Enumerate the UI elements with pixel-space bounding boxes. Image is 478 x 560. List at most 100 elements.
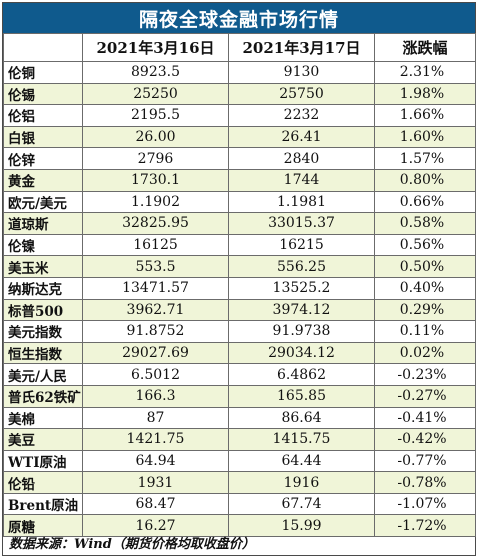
table-row: 伦镍 16125 16215 0.56% xyxy=(3,233,476,257)
value-date-1-cell: 25250 xyxy=(82,82,229,106)
value-date-2-cell: 15.99 xyxy=(228,514,375,538)
market-table: 2021年3月16日 2021年3月17日 涨跌幅 伦铜 8923.5 9130 2.… xyxy=(3,33,476,538)
value-date-2-cell: 67.74 xyxy=(228,492,375,516)
table-row: 伦铅 1931 1916 -0.78% xyxy=(3,471,476,494)
change-cell: 1.66% xyxy=(374,104,476,127)
table-row: 原糖 16.27 15.99 -1.72% xyxy=(3,514,476,538)
header-name xyxy=(3,33,83,62)
change-cell: -0.27% xyxy=(374,384,476,408)
value-date-2-cell: 25750 xyxy=(228,82,375,106)
asset-name-cell: 伦铝 xyxy=(3,104,83,127)
change-cell: -0.41% xyxy=(374,406,476,430)
asset-name-cell: 伦锌 xyxy=(3,147,83,170)
table-row: 美元/人民 6.5012 6.4862 -0.23% xyxy=(3,363,476,386)
asset-name-cell: 伦镍 xyxy=(3,233,83,257)
value-date-2-cell: 2232 xyxy=(228,104,375,127)
value-date-1-cell: 1.1902 xyxy=(82,190,229,214)
table-row: 道琼斯 32825.95 33015.37 0.58% xyxy=(3,212,476,235)
change-cell: 0.58% xyxy=(374,212,476,235)
table-row: 伦锌 2796 2840 1.57% xyxy=(3,147,476,170)
table-row: 恒生指数 29027.69 29034.12 0.02% xyxy=(3,341,476,365)
value-date-2-cell: 6.4862 xyxy=(228,363,375,386)
asset-name-cell: 伦铜 xyxy=(3,61,83,84)
value-date-1-cell: 1730.1 xyxy=(82,168,229,192)
change-cell: 2.31% xyxy=(374,61,476,84)
asset-name-cell: 黄金 xyxy=(3,168,83,192)
asset-name-cell: 美元指数 xyxy=(3,320,83,343)
change-cell: -0.78% xyxy=(374,471,476,494)
value-date-2-cell: 16215 xyxy=(228,233,375,257)
asset-name-cell: 原糖 xyxy=(3,514,83,538)
value-date-2-cell: 1916 xyxy=(228,471,375,494)
value-date-1-cell: 166.3 xyxy=(82,384,229,408)
asset-name-cell: 恒生指数 xyxy=(3,341,83,365)
value-date-1-cell: 16.27 xyxy=(82,514,229,538)
value-date-2-cell: 556.25 xyxy=(228,255,375,278)
change-cell: 0.40% xyxy=(374,276,476,300)
table-row: Brent原油 68.47 67.74 -1.07% xyxy=(3,492,476,516)
table-row: 普氏62铁矿 166.3 165.85 -0.27% xyxy=(3,384,476,408)
value-date-2-cell: 91.9738 xyxy=(228,320,375,343)
value-date-1-cell: 6.5012 xyxy=(82,363,229,386)
table-row: 美棉 87 86.64 -0.41% xyxy=(3,406,476,430)
table-row: 白银 26.00 26.41 1.60% xyxy=(3,125,476,149)
value-date-1-cell: 2796 xyxy=(82,147,229,170)
table-row: 黄金 1730.1 1744 0.80% xyxy=(3,168,476,192)
change-cell: -1.07% xyxy=(374,492,476,516)
value-date-2-cell: 29034.12 xyxy=(228,341,375,365)
value-date-2-cell: 165.85 xyxy=(228,384,375,408)
change-cell: 0.29% xyxy=(374,298,476,322)
change-cell: 0.50% xyxy=(374,255,476,278)
value-date-1-cell: 29027.69 xyxy=(82,341,229,365)
change-cell: -0.42% xyxy=(374,428,476,451)
value-date-1-cell: 2195.5 xyxy=(82,104,229,127)
change-cell: -0.23% xyxy=(374,363,476,386)
value-date-2-cell: 9130 xyxy=(228,61,375,84)
table-row: 伦铝 2195.5 2232 1.66% xyxy=(3,104,476,127)
asset-name-cell: 普氏62铁矿 xyxy=(3,384,83,408)
table-row: 伦锡 25250 25750 1.98% xyxy=(3,82,476,106)
header-date-1: 2021年3月16日 xyxy=(82,33,229,62)
change-cell: 1.60% xyxy=(374,125,476,149)
change-cell: -1.72% xyxy=(374,514,476,538)
header-date-2: 2021年3月17日 xyxy=(228,33,375,62)
asset-name-cell: 白银 xyxy=(3,125,83,149)
value-date-1-cell: 68.47 xyxy=(82,492,229,516)
change-cell: 1.98% xyxy=(374,82,476,106)
change-cell: 1.57% xyxy=(374,147,476,170)
asset-name-cell: 美玉米 xyxy=(3,255,83,278)
value-date-2-cell: 3974.12 xyxy=(228,298,375,322)
value-date-1-cell: 1931 xyxy=(82,471,229,494)
value-date-1-cell: 87 xyxy=(82,406,229,430)
asset-name-cell: 欧元/美元 xyxy=(3,190,83,214)
value-date-2-cell: 2840 xyxy=(228,147,375,170)
table-row: 标普500 3962.71 3974.12 0.29% xyxy=(3,298,476,322)
value-date-1-cell: 3962.71 xyxy=(82,298,229,322)
value-date-1-cell: 26.00 xyxy=(82,125,229,149)
table-row: 纳斯达克 13471.57 13525.2 0.40% xyxy=(3,276,476,300)
asset-name-cell: WTI原油 xyxy=(3,449,83,473)
asset-name-cell: 标普500 xyxy=(3,298,83,322)
table-row: 美豆 1421.75 1415.75 -0.42% xyxy=(3,428,476,451)
table-row: 美元指数 91.8752 91.9738 0.11% xyxy=(3,320,476,343)
change-cell: -0.77% xyxy=(374,449,476,473)
value-date-2-cell: 1.1981 xyxy=(228,190,375,214)
value-date-1-cell: 553.5 xyxy=(82,255,229,278)
header-change: 涨跌幅 xyxy=(374,33,476,62)
value-date-2-cell: 33015.37 xyxy=(228,212,375,235)
asset-name-cell: 伦锡 xyxy=(3,82,83,106)
asset-name-cell: 美棉 xyxy=(3,406,83,430)
value-date-2-cell: 64.44 xyxy=(228,449,375,473)
value-date-1-cell: 13471.57 xyxy=(82,276,229,300)
asset-name-cell: 美元/人民 xyxy=(3,363,83,386)
value-date-1-cell: 16125 xyxy=(82,233,229,257)
value-date-2-cell: 13525.2 xyxy=(228,276,375,300)
header-row: 2021年3月16日 2021年3月17日 涨跌幅 xyxy=(3,33,476,62)
table-row: 美玉米 553.5 556.25 0.50% xyxy=(3,255,476,278)
value-date-1-cell: 1421.75 xyxy=(82,428,229,451)
value-date-2-cell: 26.41 xyxy=(228,125,375,149)
value-date-2-cell: 1744 xyxy=(228,168,375,192)
asset-name-cell: 纳斯达克 xyxy=(3,276,83,300)
change-cell: 0.56% xyxy=(374,233,476,257)
